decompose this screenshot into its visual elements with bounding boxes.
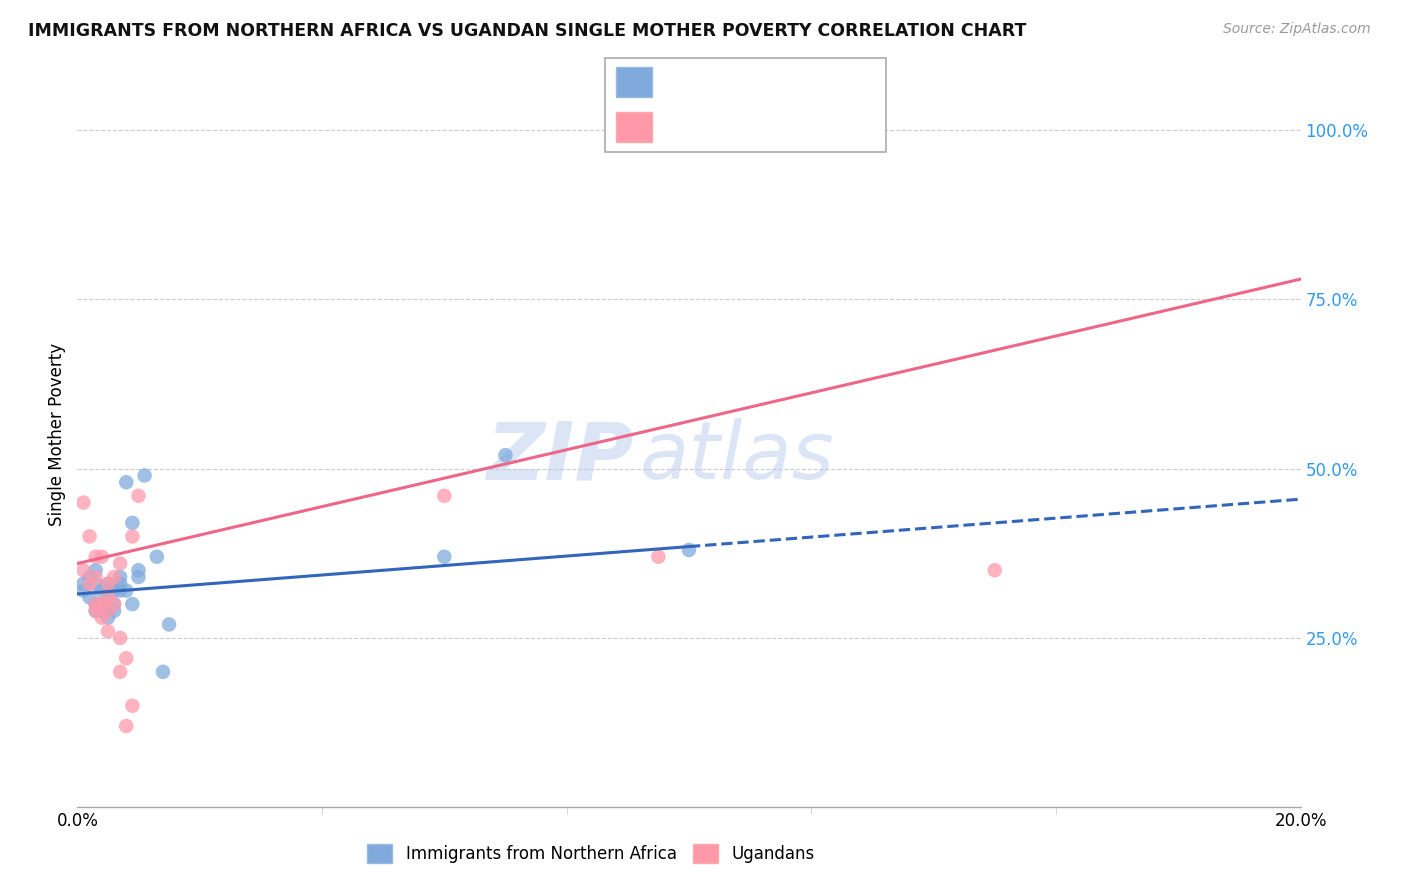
Point: [121, 516, 143, 530]
Y-axis label: Single Mother Poverty: Single Mother Poverty: [48, 343, 66, 526]
Point: [647, 549, 669, 564]
Point: [121, 529, 143, 543]
Point: [97, 604, 120, 618]
Point: [79, 529, 101, 543]
Point: [79, 577, 101, 591]
Point: [72, 563, 94, 577]
FancyBboxPatch shape: [616, 112, 652, 142]
Point: [103, 597, 125, 611]
Point: [97, 597, 120, 611]
Point: [84, 549, 107, 564]
Point: [984, 563, 1007, 577]
Point: [90, 597, 112, 611]
Point: [84, 604, 107, 618]
Point: [146, 549, 169, 564]
Point: [84, 577, 107, 591]
Point: [90, 583, 112, 598]
Point: [90, 604, 112, 618]
Point: [90, 610, 112, 624]
Point: [108, 577, 131, 591]
Point: [97, 577, 120, 591]
Point: [97, 577, 120, 591]
Point: [97, 610, 120, 624]
Point: [103, 604, 125, 618]
Point: [115, 719, 138, 733]
Point: [134, 468, 156, 483]
Point: [103, 597, 125, 611]
Point: [79, 570, 101, 584]
Point: [72, 583, 94, 598]
Point: [84, 563, 107, 577]
Text: R = 0.248: R = 0.248: [666, 73, 765, 91]
Point: [72, 577, 94, 591]
Point: [678, 123, 700, 137]
Point: [108, 631, 131, 645]
Point: [97, 591, 120, 605]
Point: [108, 583, 131, 598]
Point: [128, 563, 150, 577]
Point: [97, 583, 120, 598]
Point: [115, 475, 138, 490]
Point: [678, 123, 700, 137]
Text: IMMIGRANTS FROM NORTHERN AFRICA VS UGANDAN SINGLE MOTHER POVERTY CORRELATION CHA: IMMIGRANTS FROM NORTHERN AFRICA VS UGAND…: [28, 22, 1026, 40]
Point: [84, 604, 107, 618]
Point: [678, 123, 700, 137]
Point: [121, 698, 143, 713]
Point: [433, 549, 456, 564]
Point: [433, 489, 456, 503]
Point: [103, 570, 125, 584]
Point: [84, 597, 107, 611]
Point: [152, 665, 174, 679]
Legend: Immigrants from Northern Africa, Ugandans: Immigrants from Northern Africa, Ugandan…: [360, 837, 821, 870]
Text: atlas: atlas: [640, 418, 835, 496]
Point: [128, 570, 150, 584]
Point: [103, 583, 125, 598]
Text: N = 32: N = 32: [779, 119, 846, 136]
Point: [157, 617, 180, 632]
Text: ZIP: ZIP: [486, 418, 634, 496]
Point: [115, 583, 138, 598]
Point: [97, 604, 120, 618]
Point: [90, 549, 112, 564]
Point: [84, 597, 107, 611]
FancyBboxPatch shape: [616, 68, 652, 97]
Text: Source: ZipAtlas.com: Source: ZipAtlas.com: [1223, 22, 1371, 37]
Point: [495, 448, 517, 462]
Point: [678, 123, 700, 137]
Point: [121, 597, 143, 611]
Point: [108, 557, 131, 571]
Point: [115, 651, 138, 665]
Point: [108, 665, 131, 679]
Point: [108, 570, 131, 584]
Point: [84, 570, 107, 584]
Point: [678, 543, 700, 558]
Point: [72, 495, 94, 509]
Text: R = 0.287: R = 0.287: [666, 119, 765, 136]
Point: [128, 489, 150, 503]
FancyBboxPatch shape: [605, 58, 886, 152]
Text: N = 35: N = 35: [779, 73, 846, 91]
Point: [79, 591, 101, 605]
Point: [90, 597, 112, 611]
Point: [97, 624, 120, 639]
